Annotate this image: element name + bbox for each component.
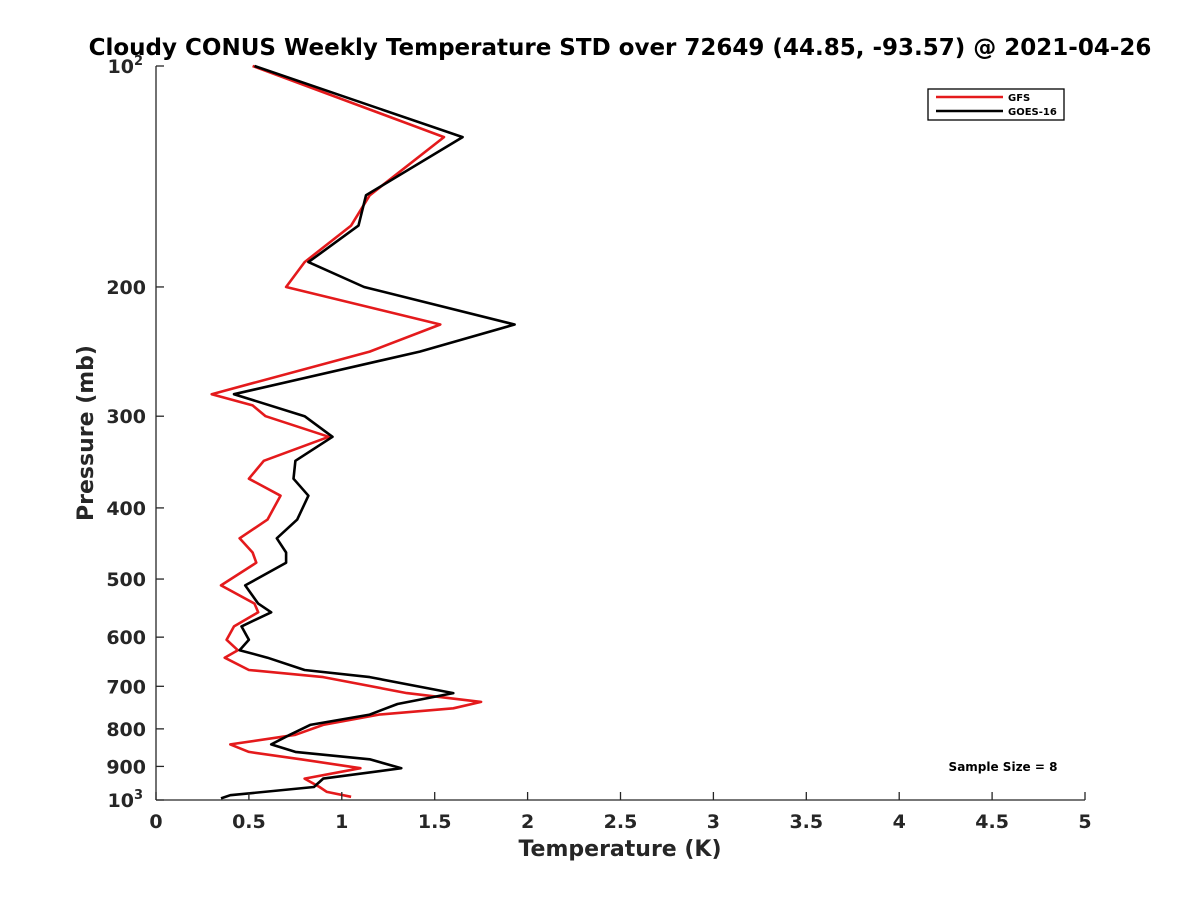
y-axis-label: Pressure (mb) bbox=[74, 345, 99, 521]
x-tick-label: 1.5 bbox=[418, 811, 452, 833]
y-tick-exponent: 3 bbox=[134, 788, 143, 803]
x-tick-label: 3 bbox=[707, 811, 720, 833]
y-tick-label: 300 bbox=[106, 406, 146, 428]
x-tick-label: 1 bbox=[335, 811, 348, 833]
y-tick-label: 10 bbox=[108, 790, 134, 812]
y-tick-exponent: 2 bbox=[134, 54, 143, 69]
y-tick-label: 600 bbox=[106, 627, 146, 649]
plot-area bbox=[210, 64, 516, 800]
x-tick-label: 2 bbox=[521, 811, 534, 833]
x-axis: 0 0.5 1 1.5 2 2.5 3 3.5 4 4.5 5 bbox=[149, 792, 1092, 833]
x-tick-label: 3.5 bbox=[789, 811, 823, 833]
x-tick-label: 4 bbox=[893, 811, 906, 833]
y-tick-label: 500 bbox=[106, 569, 146, 591]
y-tick-label: 900 bbox=[106, 756, 146, 778]
x-tick-label: 5 bbox=[1078, 811, 1091, 833]
y-tick-label: 400 bbox=[106, 498, 146, 520]
x-tick-label: 2.5 bbox=[604, 811, 638, 833]
legend-label-goes16: GOES-16 bbox=[1008, 107, 1057, 118]
series-line-gfs bbox=[210, 64, 483, 799]
x-tick-label: 0 bbox=[149, 811, 162, 833]
y-tick-label: 10 bbox=[108, 56, 134, 78]
legend-box bbox=[927, 88, 1065, 121]
y-tick-label: 200 bbox=[106, 277, 146, 299]
x-axis-label: Temperature (K) bbox=[518, 837, 721, 862]
x-tick-label: 0.5 bbox=[232, 811, 266, 833]
sample-size-annotation: Sample Size = 8 bbox=[949, 760, 1058, 774]
chart-title: Cloudy CONUS Weekly Temperature STD over… bbox=[89, 35, 1152, 61]
y-tick-label: 700 bbox=[106, 676, 146, 698]
x-tick-label: 4.5 bbox=[975, 811, 1009, 833]
legend: GFS GOES-16 bbox=[927, 88, 1065, 121]
y-tick-label: 800 bbox=[106, 719, 146, 741]
legend-label-gfs: GFS bbox=[1008, 93, 1030, 104]
series-line-goes16 bbox=[220, 64, 516, 800]
